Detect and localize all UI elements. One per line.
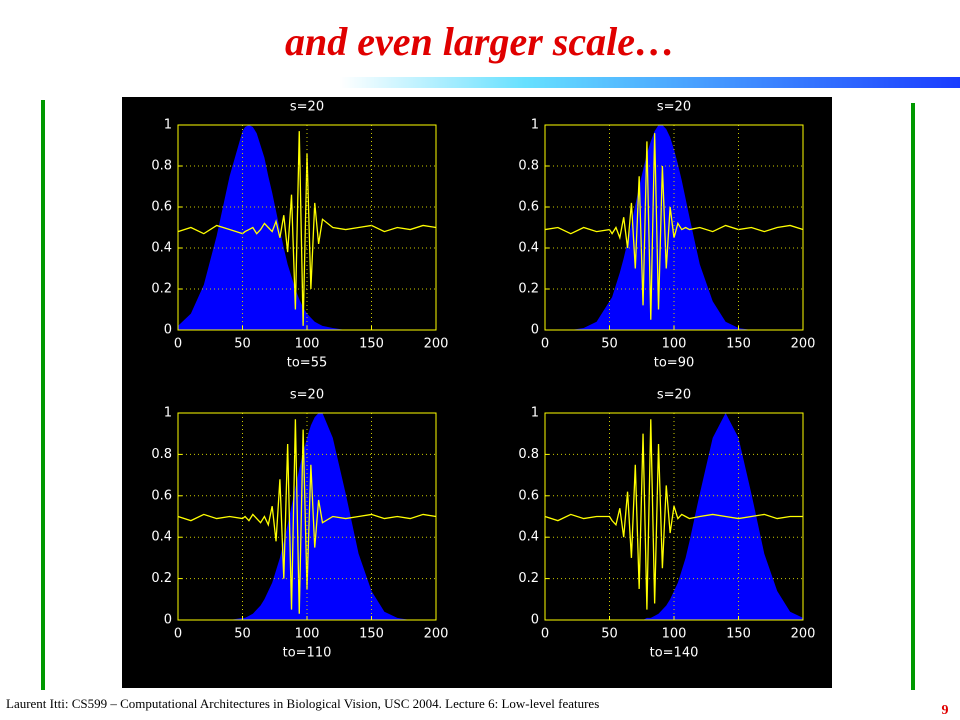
line bbox=[177, 131, 437, 326]
plot-title: s=20 bbox=[290, 388, 324, 403]
line bbox=[177, 419, 437, 614]
y-tick-label: 0.6 bbox=[518, 488, 539, 503]
x-axis-label: to=110 bbox=[283, 646, 332, 661]
y-tick-label: 0.8 bbox=[151, 159, 172, 174]
y-tick-label: 0 bbox=[531, 323, 539, 338]
y-tick-label: 0.2 bbox=[151, 571, 172, 586]
y-tick-label: 0.4 bbox=[518, 241, 539, 256]
x-tick-label: 150 bbox=[359, 337, 384, 352]
right-rule bbox=[911, 103, 915, 690]
x-tick-label: 0 bbox=[174, 627, 182, 642]
y-tick-label: 0.8 bbox=[518, 159, 539, 174]
title-bar bbox=[340, 77, 960, 88]
axes-box bbox=[544, 412, 804, 621]
x-tick-label: 50 bbox=[234, 627, 251, 642]
y-tick-label: 0.2 bbox=[518, 571, 539, 586]
x-tick-label: 0 bbox=[541, 627, 549, 642]
y-tick-label: 0.4 bbox=[151, 530, 172, 545]
area bbox=[545, 125, 803, 330]
x-tick-label: 100 bbox=[295, 337, 320, 352]
y-tick-label: 0 bbox=[164, 613, 172, 628]
x-tick-label: 0 bbox=[541, 337, 549, 352]
area bbox=[545, 413, 803, 620]
x-tick-label: 100 bbox=[662, 627, 687, 642]
y-tick-label: 1 bbox=[531, 118, 539, 133]
area bbox=[178, 125, 436, 330]
y-tick-label: 0 bbox=[531, 613, 539, 628]
page-number: 9 bbox=[942, 703, 949, 718]
x-tick-label: 200 bbox=[791, 627, 816, 642]
y-tick-label: 1 bbox=[164, 406, 172, 421]
x-axis-label: to=90 bbox=[654, 356, 695, 371]
line bbox=[544, 133, 804, 320]
y-tick-label: 0 bbox=[164, 323, 172, 338]
x-tick-label: 50 bbox=[601, 627, 618, 642]
x-tick-label: 200 bbox=[791, 337, 816, 352]
x-axis-label: to=55 bbox=[287, 356, 328, 371]
area bbox=[178, 413, 436, 620]
y-tick-label: 0.8 bbox=[151, 447, 172, 462]
x-tick-label: 150 bbox=[726, 337, 751, 352]
y-tick-label: 0.6 bbox=[151, 488, 172, 503]
y-tick-label: 0.8 bbox=[518, 447, 539, 462]
line bbox=[544, 419, 803, 610]
axes-box bbox=[544, 124, 804, 331]
y-tick-label: 0.2 bbox=[151, 282, 172, 297]
y-tick-label: 0.2 bbox=[518, 282, 539, 297]
x-tick-label: 100 bbox=[295, 627, 320, 642]
y-tick-label: 0.4 bbox=[151, 241, 172, 256]
plot-title: s=20 bbox=[290, 100, 324, 115]
x-tick-label: 50 bbox=[601, 337, 618, 352]
x-tick-label: 200 bbox=[424, 337, 449, 352]
x-tick-label: 200 bbox=[424, 627, 449, 642]
y-tick-label: 1 bbox=[531, 406, 539, 421]
y-tick-label: 0.6 bbox=[151, 200, 172, 215]
left-rule bbox=[41, 100, 45, 690]
plot-title: s=20 bbox=[657, 388, 691, 403]
slide-title: and even larger scale… bbox=[285, 19, 675, 64]
y-tick-label: 0.4 bbox=[518, 530, 539, 545]
x-tick-label: 100 bbox=[662, 337, 687, 352]
y-tick-label: 1 bbox=[164, 118, 172, 133]
x-tick-label: 50 bbox=[234, 337, 251, 352]
plots: 00.20.40.60.810 50 100 150 200s=20to=5500.20… bbox=[151, 100, 815, 661]
axes-box bbox=[177, 412, 437, 621]
x-tick-label: 0 bbox=[174, 337, 182, 352]
x-tick-label: 150 bbox=[726, 627, 751, 642]
x-axis-label: to=140 bbox=[650, 646, 699, 661]
axes-box bbox=[177, 124, 437, 331]
y-tick-label: 0.6 bbox=[518, 200, 539, 215]
footer: Laurent Itti: CS599 – Computational Arch… bbox=[6, 696, 599, 711]
x-tick-label: 150 bbox=[359, 627, 384, 642]
plot-title: s=20 bbox=[657, 100, 691, 115]
